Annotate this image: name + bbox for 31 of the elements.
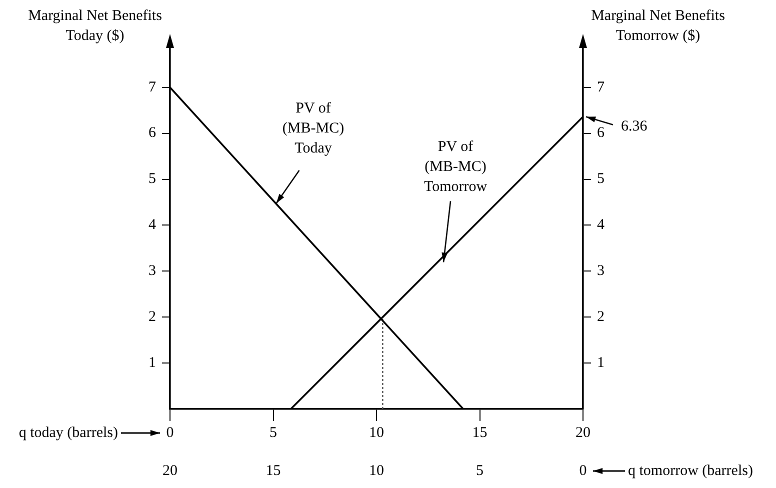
- x2-axis-title: q tomorrow (barrels): [628, 462, 753, 479]
- x-tick-label: 10: [369, 424, 384, 441]
- x2-tick-label: 0: [579, 462, 587, 479]
- y-tick-label: 4: [148, 217, 156, 234]
- y2-tick-label: 2: [597, 309, 604, 326]
- x-tick-label: 5: [270, 424, 277, 441]
- x-tick-label: 20: [576, 424, 590, 441]
- x-tick-label: 0: [166, 424, 174, 441]
- y2-tick-label: 1: [597, 354, 604, 371]
- x-axis-title: q today (barrels): [18, 424, 118, 441]
- y2-tick-label: 6: [597, 125, 605, 142]
- x2-tick-label: 20: [162, 462, 178, 479]
- y-tick-label: 7: [148, 79, 156, 96]
- x-tick-label: 15: [472, 424, 488, 441]
- y-tick-label: 3: [148, 263, 156, 280]
- annotation: PV of (MB-MC) Tomorrow: [424, 139, 488, 196]
- y2-tick-label: 5: [597, 171, 604, 188]
- x2-tick-label: 5: [476, 462, 484, 479]
- x2-tick-label: 10: [369, 462, 384, 479]
- x2-tick-label: 15: [266, 462, 281, 479]
- annotation: PV of (MB-MC) Today: [282, 100, 344, 156]
- y2-tick-label: 3: [597, 263, 604, 280]
- y-tick-label: 1: [148, 354, 156, 371]
- annotation: 6.36: [621, 118, 648, 135]
- y2-axis-title: Marginal Net Benefits Tomorrow ($): [591, 8, 726, 44]
- y-axis-title: Marginal Net Benefits Today ($): [28, 8, 162, 44]
- y-tick-label: 6: [148, 125, 156, 142]
- y-tick-label: 5: [148, 171, 156, 188]
- y-tick-label: 2: [148, 309, 156, 326]
- y2-tick-label: 7: [597, 79, 605, 96]
- y2-tick-label: 4: [597, 217, 605, 234]
